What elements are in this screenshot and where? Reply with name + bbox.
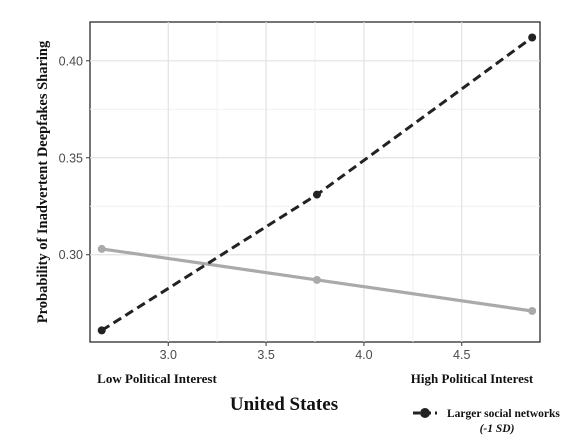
x-tick-label: 3.5	[257, 348, 274, 362]
y-tick-label: 0.35	[59, 151, 83, 165]
legend: Larger social networks (-1 SD)	[413, 408, 560, 435]
series-layer	[97, 33, 537, 335]
series-0-point	[97, 326, 106, 335]
legend-note: (-1 SD)	[480, 423, 515, 435]
series-0-point	[528, 33, 537, 42]
legend-marker	[420, 408, 430, 418]
y-tick-label: 0.40	[59, 54, 83, 68]
series-1-point	[312, 275, 321, 284]
x-tick-label: 3.0	[160, 348, 177, 362]
y-tick-label: 0.30	[59, 248, 83, 262]
x-tick-label: 4.5	[453, 348, 470, 362]
legend-label: Larger social networks	[447, 408, 560, 420]
series-0-point	[312, 190, 321, 199]
x-tick-label: 4.0	[355, 348, 372, 362]
x-low-label: Low Political Interest	[97, 371, 217, 386]
y-axis-title: Probability of Inadvertent Deepfakes Sha…	[35, 40, 51, 323]
series-1-point	[528, 306, 537, 315]
chart-subtitle: United States	[230, 394, 338, 415]
x-high-label: High Political Interest	[411, 371, 534, 386]
series-1-point	[97, 244, 106, 253]
tick-layer: 3.0 3.5 4.0 4.5 0.30 0.35 0.40	[59, 54, 471, 362]
